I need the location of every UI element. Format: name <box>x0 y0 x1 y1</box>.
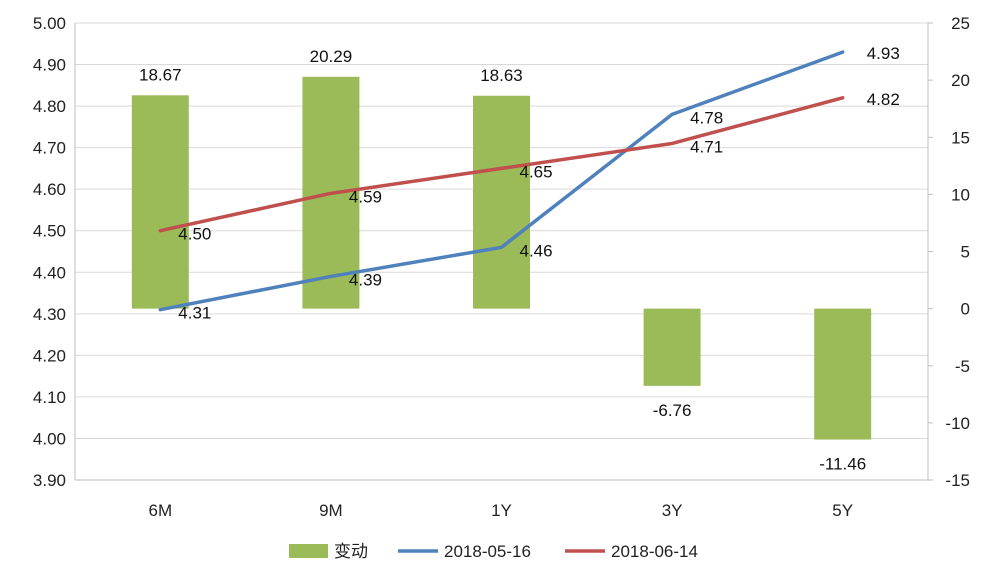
x-tick-label: 3Y <box>662 501 683 520</box>
legend: 变动 2018-05-16 2018-06-14 <box>289 542 698 561</box>
x-tick-label: 6M <box>148 501 172 520</box>
left-tick-label: 3.90 <box>33 471 66 490</box>
line-data-label: 4.78 <box>690 108 723 127</box>
axes: 3.90 4.00 4.10 4.20 4.30 4.40 4.50 4.60 4.70 4.80… <box>33 14 970 520</box>
line-data-label: 4.65 <box>520 162 553 181</box>
left-tick-label: 4.80 <box>33 97 66 116</box>
left-tick-label: 4.50 <box>33 222 66 241</box>
left-tick-label: 4.60 <box>33 180 66 199</box>
left-tick-label: 4.20 <box>33 346 66 365</box>
line-data-label: 4.31 <box>178 304 211 323</box>
left-tick-label: 4.00 <box>33 429 66 448</box>
x-tick-label: 1Y <box>491 501 512 520</box>
right-tick-label: -15 <box>945 471 970 490</box>
right-tick-label: -10 <box>945 414 970 433</box>
left-tick-label: 5.00 <box>33 14 66 33</box>
bar-data-label: -11.46 <box>819 455 866 474</box>
line-data-label: 4.59 <box>349 187 382 206</box>
right-tick-label: 0 <box>961 300 970 319</box>
bar-data-label: 18.63 <box>480 66 523 85</box>
data-labels: 18.67 20.29 18.63 -6.76 -11.46 4.31 4.39 4.46 4.… <box>139 44 900 473</box>
right-tick-label: 5 <box>961 243 970 262</box>
legend-swatch <box>289 544 328 558</box>
bar-series <box>131 76 872 440</box>
series-line <box>158 50 845 312</box>
right-tick-label: 10 <box>951 185 970 204</box>
line-data-label: 4.50 <box>178 225 211 244</box>
bar <box>473 95 530 309</box>
legend-label: 2018-05-16 <box>444 542 531 561</box>
bar-data-label: 20.29 <box>310 47 353 66</box>
line-data-label: 4.46 <box>520 241 553 260</box>
left-tick-label: 4.70 <box>33 139 66 158</box>
right-tick-label: 25 <box>951 14 970 33</box>
left-tick-label: 4.30 <box>33 305 66 324</box>
right-tick-label: -5 <box>955 357 970 376</box>
bar <box>131 95 189 309</box>
line-data-label: 4.71 <box>690 137 723 156</box>
right-tick-label: 20 <box>951 71 970 90</box>
bar <box>814 308 872 440</box>
legend-label: 2018-06-14 <box>611 542 698 561</box>
x-tick-label: 5Y <box>832 501 853 520</box>
left-tick-label: 4.40 <box>33 263 66 282</box>
bar-data-label: 18.67 <box>139 65 182 84</box>
left-tick-label: 4.90 <box>33 56 66 75</box>
left-tick-label: 4.10 <box>33 388 66 407</box>
line-data-label: 4.93 <box>867 44 900 63</box>
line-data-label: 4.82 <box>867 90 900 109</box>
bar-data-label: -6.76 <box>653 401 692 420</box>
line-series <box>158 50 845 312</box>
line-data-label: 4.39 <box>349 270 382 289</box>
bar <box>643 308 701 386</box>
x-tick-label: 9M <box>319 501 343 520</box>
right-tick-label: 15 <box>951 128 970 147</box>
series-line <box>158 96 845 233</box>
legend-label: 变动 <box>334 542 368 561</box>
